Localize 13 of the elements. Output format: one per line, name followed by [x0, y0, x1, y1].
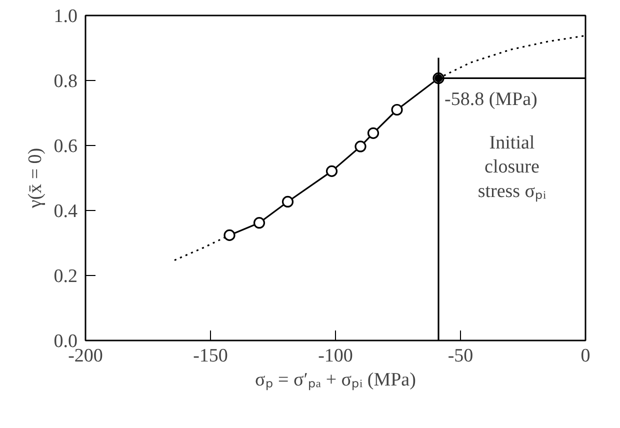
y-tick-label: 1.0: [54, 6, 78, 27]
x-tick-label: -150: [193, 346, 228, 366]
x-axis-title: σₚ = σ′ₚₐ + σₚᵢ (MPa): [255, 370, 416, 390]
annotation: -58.8 (MPa): [444, 89, 538, 110]
x-tick-label: -50: [448, 346, 474, 366]
y-tick-label: 0.8: [54, 71, 78, 92]
y-tick-label: 0.2: [54, 266, 78, 287]
y-axis-title: γ(x̄ = 0): [24, 148, 46, 210]
x-tick-label: -100: [318, 346, 353, 366]
y-tick-label: 0.4: [54, 201, 78, 222]
x-tick-label: 0: [580, 346, 590, 366]
annotation: Initial closure stress σₚᵢ: [478, 132, 546, 202]
y-tick-label: 0.6: [54, 136, 78, 157]
